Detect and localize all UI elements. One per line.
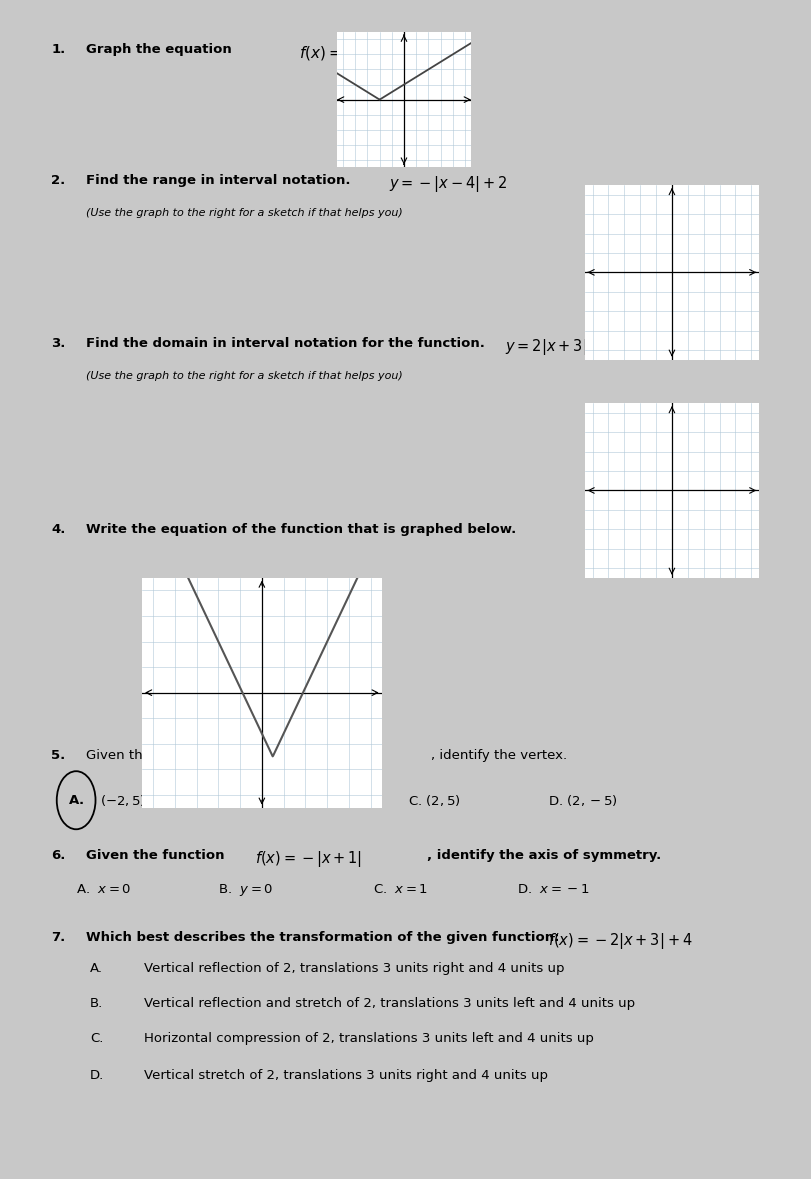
Text: Horizontal compression of 2, translations 3 units left and 4 units up: Horizontal compression of 2, translation… bbox=[144, 1032, 594, 1045]
Text: , identify the axis of symmetry.: , identify the axis of symmetry. bbox=[427, 849, 661, 862]
Text: A.: A. bbox=[90, 962, 103, 975]
Text: Find the range in interval notation.: Find the range in interval notation. bbox=[86, 174, 350, 187]
Text: Vertical reflection of 2, translations 3 units right and 4 units up: Vertical reflection of 2, translations 3… bbox=[144, 962, 564, 975]
Text: 1.: 1. bbox=[51, 44, 66, 57]
Text: 2.: 2. bbox=[51, 174, 66, 187]
Text: , identify the vertex.: , identify the vertex. bbox=[431, 749, 567, 762]
Text: C.: C. bbox=[90, 1032, 103, 1045]
Text: $y = 2|x + 3| - 1$: $y = 2|x + 3| - 1$ bbox=[504, 337, 614, 357]
Text: $(-2, 5)$: $(-2, 5)$ bbox=[100, 792, 146, 808]
Text: $y = -|x - 4| + 2$: $y = -|x - 4| + 2$ bbox=[388, 174, 507, 195]
Text: Write the equation of the function that is graphed below.: Write the equation of the function that … bbox=[86, 522, 516, 535]
Text: Graph the equation: Graph the equation bbox=[86, 44, 232, 57]
Text: 3.: 3. bbox=[51, 337, 66, 350]
Text: (Use the graph to the right for a sketch if that helps you): (Use the graph to the right for a sketch… bbox=[86, 208, 402, 218]
Text: A.  $x = 0$: A. $x = 0$ bbox=[76, 883, 131, 896]
Text: $f(x) = -2|x + 3| + 4$: $f(x) = -2|x + 3| + 4$ bbox=[547, 931, 691, 951]
Text: D. $(2, -5)$: D. $(2, -5)$ bbox=[547, 792, 616, 808]
Text: D.: D. bbox=[90, 1069, 104, 1082]
Text: B.: B. bbox=[90, 997, 103, 1010]
Text: Given the function: Given the function bbox=[86, 749, 210, 762]
Text: B. $(-2, 0)$: B. $(-2, 0)$ bbox=[237, 792, 301, 808]
Text: 6.: 6. bbox=[51, 849, 66, 862]
Text: $f(x) = |x - 2| + 5$: $f(x) = |x - 2| + 5$ bbox=[249, 749, 366, 769]
Text: $f(x) = \frac{1}{2}|x + 2|$: $f(x) = \frac{1}{2}|x + 2|$ bbox=[299, 42, 401, 67]
Text: Which best describes the transformation of the given function:: Which best describes the transformation … bbox=[86, 931, 559, 944]
Text: Find the domain in interval notation for the function.: Find the domain in interval notation for… bbox=[86, 337, 484, 350]
Text: B.  $y = 0$: B. $y = 0$ bbox=[218, 882, 273, 897]
Text: 4.: 4. bbox=[51, 522, 66, 535]
Text: 7.: 7. bbox=[51, 931, 66, 944]
Text: Given the function: Given the function bbox=[86, 849, 225, 862]
Text: $\bf{A.}$: $\bf{A.}$ bbox=[68, 793, 84, 806]
Text: Vertical reflection and stretch of 2, translations 3 units left and 4 units up: Vertical reflection and stretch of 2, tr… bbox=[144, 997, 635, 1010]
Text: D.  $x = -1$: D. $x = -1$ bbox=[516, 883, 588, 896]
Text: C.  $x = 1$: C. $x = 1$ bbox=[373, 883, 428, 896]
Text: $f(x) = -|x + 1|$: $f(x) = -|x + 1|$ bbox=[255, 849, 362, 869]
Text: C. $(2, 5)$: C. $(2, 5)$ bbox=[408, 792, 460, 808]
Text: Vertical stretch of 2, translations 3 units right and 4 units up: Vertical stretch of 2, translations 3 un… bbox=[144, 1069, 547, 1082]
Text: (Use the graph to the right for a sketch if that helps you): (Use the graph to the right for a sketch… bbox=[86, 370, 402, 381]
Text: 5.: 5. bbox=[51, 749, 66, 762]
